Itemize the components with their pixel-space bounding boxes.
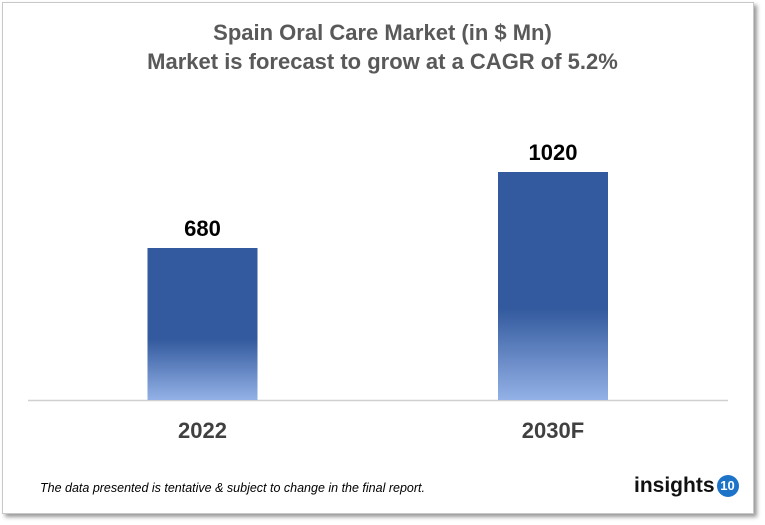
chart-subtitle: Market is forecast to grow at a CAGR of … — [147, 49, 618, 74]
insights10-logo: insights 10 — [634, 474, 739, 498]
footnote: The data presented is tentative & subjec… — [40, 481, 425, 495]
data-label: 680 — [184, 216, 221, 241]
x-tick-label: 2022 — [178, 418, 227, 443]
bar-2030F — [498, 172, 608, 400]
chart-title: Spain Oral Care Market (in $ Mn) — [213, 20, 552, 45]
data-label: 1020 — [529, 140, 578, 165]
bar-2022 — [147, 248, 258, 400]
x-tick-label: 2030F — [522, 418, 584, 443]
logo-badge: 10 — [716, 475, 739, 497]
chart-frame — [2, 2, 754, 514]
logo-text: insights — [634, 474, 715, 497]
